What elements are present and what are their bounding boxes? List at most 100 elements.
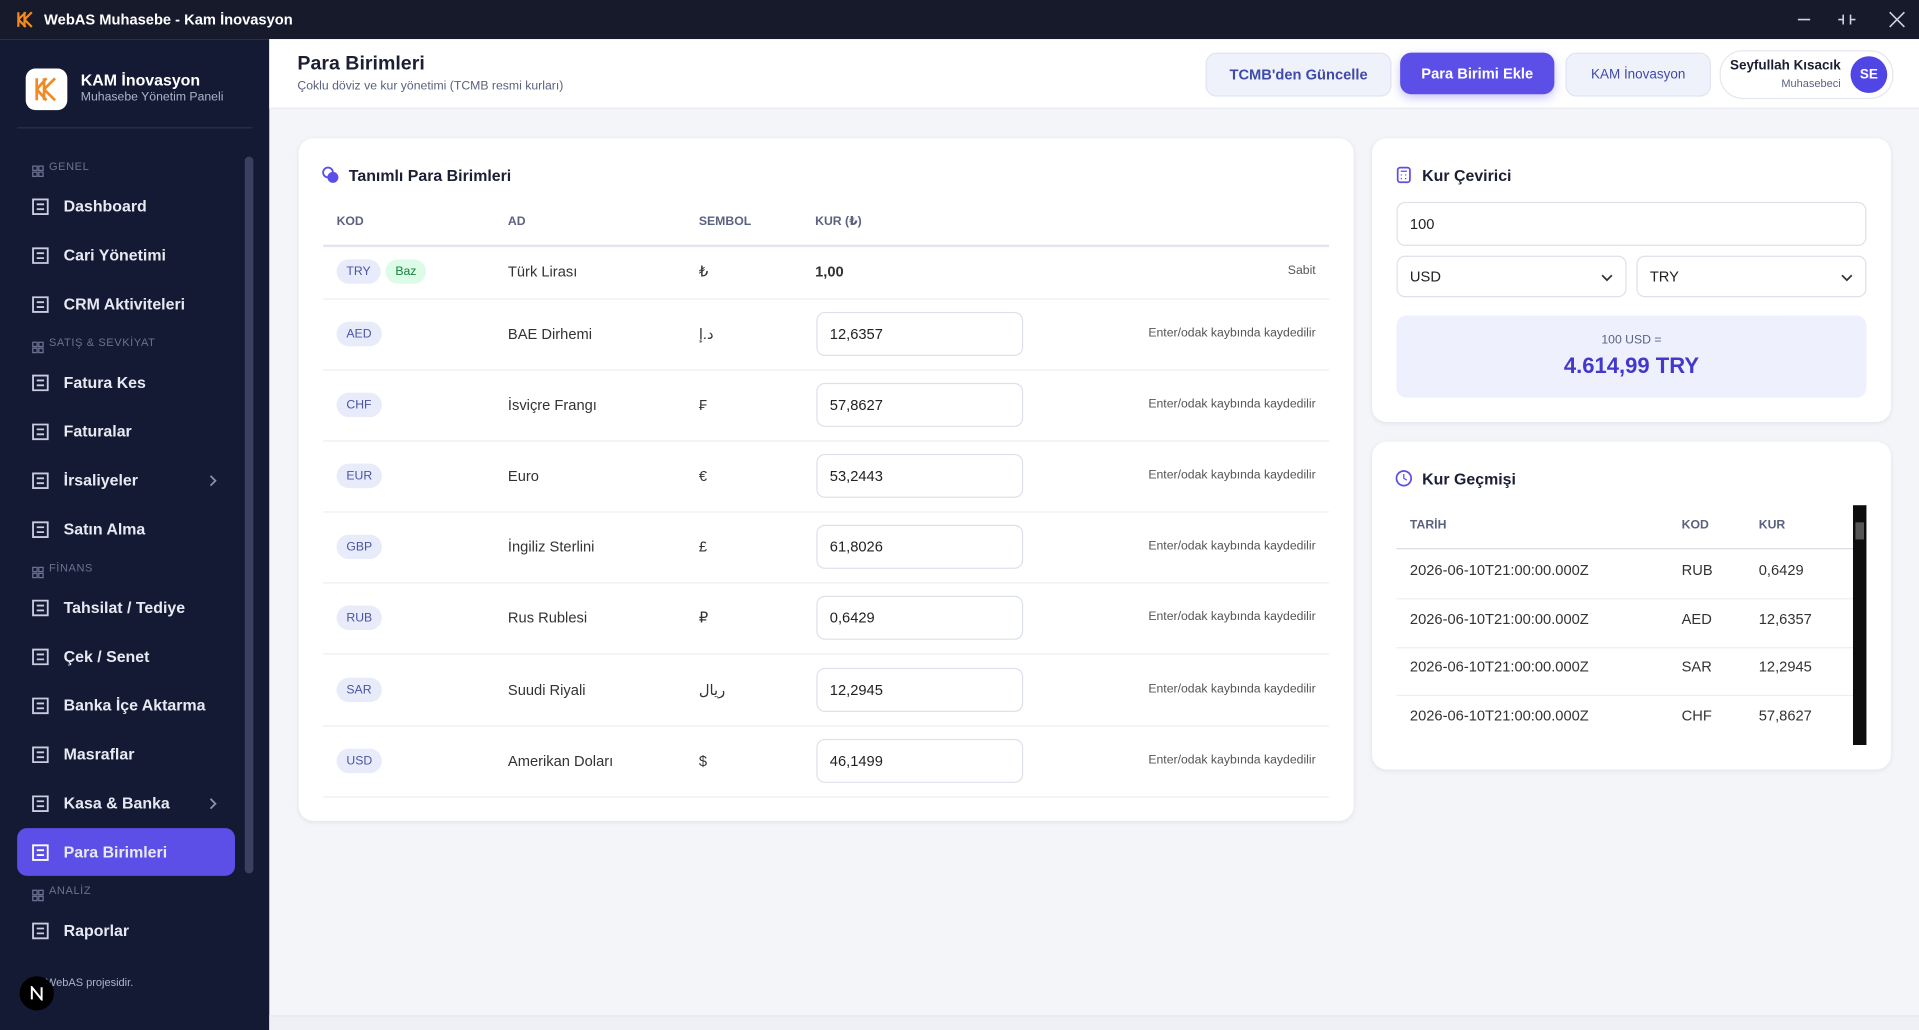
column-header: KOD — [336, 215, 364, 229]
nav-label: Dashboard — [63, 196, 147, 216]
history-card: Kur Geçmişi 2026-06-10T21:00:00.000Z RUB 0… — [1371, 441, 1891, 770]
card-title: Tanımlı Para Birimleri — [348, 166, 512, 185]
update-button[interactable]: TCMB'den Güncelle — [1205, 52, 1392, 97]
icon — [32, 566, 44, 579]
add-button[interactable]: Para Birimi Ekle — [1400, 52, 1555, 95]
nav-item[interactable]: Kasa & Banka — [17, 779, 235, 827]
row-note: Enter/odak kaybında kaydedilir — [1148, 397, 1316, 412]
nav-label: Kasa & Banka — [63, 793, 170, 813]
nav-label: Çek / Senet — [63, 647, 150, 666]
nav-section-title: FİNANS — [48, 561, 94, 574]
nav-item[interactable]: Cari Yönetimi — [17, 231, 235, 279]
nav-item[interactable]: Çek / Senet — [17, 632, 235, 680]
icon — [32, 795, 49, 812]
nav-item[interactable]: Faturalar — [17, 407, 235, 455]
user-role: Muhasebeci — [1781, 77, 1841, 90]
icon — [32, 423, 49, 441]
dev-indicator[interactable] — [19, 976, 54, 1011]
icon — [32, 198, 49, 215]
nav-item[interactable]: Satın Alma — [17, 505, 235, 553]
select-value: TRY — [1649, 267, 1679, 286]
icon — [32, 521, 49, 538]
row-note: Sabit — [1287, 264, 1316, 278]
currencies-card: Tanımlı Para Birimleri KOD AD SEMBOL KUR (₺… — [298, 138, 1354, 821]
nav-section-title: SATIŞ & SEVKİYAT — [48, 336, 156, 349]
nav-item[interactable]: Raporlar — [17, 906, 235, 954]
row-note: Enter/odak kaybında kaydedilir — [1148, 610, 1316, 624]
user-name: Seyfullah Kısacık — [1729, 58, 1841, 74]
header-line — [323, 244, 1330, 248]
row-separator — [323, 796, 1330, 798]
window-controls[interactable] — [1794, 10, 1909, 30]
currency-name: Rus Rublesi — [507, 609, 588, 627]
nav-item[interactable]: Para Birimleri — [17, 828, 235, 876]
scrollbar[interactable] — [1852, 505, 1867, 745]
column-header: KUR — [1758, 518, 1786, 533]
rate-input[interactable]: 57,8627 — [816, 382, 1024, 427]
currency-code: GBP — [336, 534, 383, 560]
history-cell: 2026-06-10T21:00:00.000Z — [1409, 658, 1589, 676]
currency-symbol: $ — [698, 752, 708, 770]
row-note: Enter/odak kaybında kaydedilir — [1148, 468, 1316, 482]
currency-code: USD — [336, 748, 383, 774]
sidebar: KAM İnovasyon Muhasebe Yönetim Paneli e … — [0, 39, 270, 1030]
icon — [32, 599, 49, 617]
rate-input[interactable]: 53,2443 — [816, 453, 1024, 498]
currency-symbol: ₽ — [698, 609, 709, 627]
currency-symbol: ريال — [698, 681, 726, 699]
rate-input[interactable]: 0,6429 — [816, 595, 1024, 640]
rate-input[interactable]: 12,2945 — [816, 667, 1024, 712]
rate-input[interactable]: 61,8026 — [816, 524, 1024, 569]
icon — [32, 648, 49, 666]
app-icon — [17, 11, 33, 28]
row-separator — [323, 369, 1330, 371]
nav-item[interactable]: İrsaliyeler — [17, 456, 235, 504]
row-note: Enter/odak kaybında kaydedilir — [1148, 539, 1316, 553]
icon — [32, 922, 49, 940]
scrollbar[interactable] — [244, 156, 254, 874]
nav-item[interactable]: Fatura Kes — [17, 358, 235, 406]
history-cell: SAR — [1681, 658, 1712, 676]
column-header: KUR (₺) — [815, 215, 862, 229]
row-note: Enter/odak kaybında kaydedilir — [1148, 682, 1316, 697]
nav-label: İrsaliyeler — [63, 470, 138, 490]
nav-label: Raporlar — [63, 921, 130, 940]
result-box: 100 USD = 4.614,99 TRY — [1396, 315, 1867, 398]
company-button[interactable]: KAM İnovasyon — [1565, 52, 1712, 97]
button-label: KAM İnovasyon — [1591, 67, 1686, 82]
to-select[interactable]: TRY — [1636, 255, 1867, 298]
icon — [32, 296, 49, 313]
row-separator — [323, 297, 1330, 300]
icon — [209, 475, 217, 487]
page-title: Para Birimleri — [297, 53, 425, 75]
base-badge: Baz — [385, 259, 427, 284]
amount-input[interactable]: 100 — [1396, 201, 1867, 246]
card-icon — [322, 166, 339, 183]
icon — [209, 798, 217, 810]
icon — [32, 247, 49, 264]
history-cell: RUB — [1681, 561, 1713, 579]
nav-item[interactable]: Tahsilat / Tediye — [17, 584, 235, 632]
nav-item[interactable]: Masraflar — [17, 730, 235, 778]
nav-label: Para Birimleri — [63, 842, 168, 862]
history-cell: 0,6429 — [1758, 561, 1804, 579]
select-value: USD — [1409, 267, 1441, 286]
nav-item[interactable]: CRM Aktiviteleri — [17, 280, 235, 328]
window-title: WebAS Muhasebe - Kam İnovasyon — [44, 11, 293, 29]
card-icon — [1395, 470, 1413, 487]
from-select[interactable]: USD — [1396, 255, 1627, 298]
currency-symbol: £ — [698, 538, 708, 556]
currency-code: AED — [336, 321, 382, 347]
history-cell: CHF — [1681, 706, 1712, 724]
nav-item[interactable]: Dashboard — [17, 182, 235, 230]
rate-input[interactable]: 46,1499 — [816, 738, 1024, 783]
row-separator — [323, 653, 1330, 655]
currency-symbol: د.إ — [698, 325, 714, 343]
nav-label: Fatura Kes — [63, 373, 146, 392]
history-cell: 2026-06-10T21:00:00.000Z — [1409, 609, 1589, 627]
nav-item[interactable]: Banka İçe Aktarma — [17, 681, 235, 729]
currency-symbol: ₺ — [698, 263, 709, 281]
rate-input[interactable]: 12,6357 — [816, 311, 1024, 356]
user-menu[interactable]: Seyfullah Kısacık Muhasebeci SE — [1719, 50, 1894, 100]
